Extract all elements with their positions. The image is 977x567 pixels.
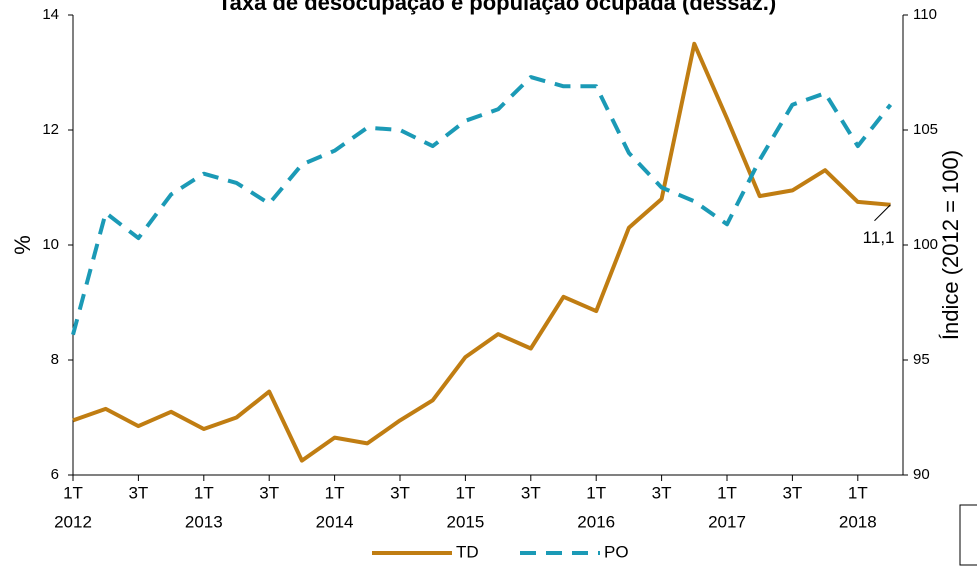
x-tick-label: 1T (717, 483, 737, 502)
annotation-leader (874, 204, 891, 222)
y2-tick-label: 90 (913, 466, 930, 483)
x-year-label: 2014 (316, 512, 354, 531)
frame-edge (959, 504, 977, 566)
x-tick-label: 1T (848, 483, 868, 502)
x-year-label: 2013 (185, 512, 223, 531)
x-tick-label: 1T (325, 483, 345, 502)
x-tick-label: 1T (63, 483, 83, 502)
y-tick-label: 14 (42, 6, 59, 23)
chart-title: Taxa de desocupação e população ocupada … (218, 0, 776, 15)
legend-label: PO (604, 542, 629, 561)
series-line (72, 41, 891, 463)
x-tick-label: 3T (259, 483, 279, 502)
x-tick-label: 3T (390, 483, 410, 502)
y2-axis-label: Índice (2012 = 100) (938, 150, 963, 340)
x-year-label: 2015 (446, 512, 484, 531)
x-tick-label: 3T (128, 483, 148, 502)
y2-tick-label: 110 (913, 6, 937, 23)
y-tick-label: 6 (51, 466, 59, 483)
y-tick-label: 12 (42, 121, 59, 138)
x-tick-label: 3T (782, 483, 802, 502)
x-year-label: 2012 (54, 512, 92, 531)
x-tick-label: 1T (455, 483, 475, 502)
x-year-label: 2017 (708, 512, 746, 531)
x-year-label: 2018 (839, 512, 877, 531)
legend-label: TD (456, 542, 479, 561)
x-tick-label: 3T (521, 483, 541, 502)
x-tick-label: 3T (652, 483, 672, 502)
x-tick-label: 1T (194, 483, 214, 502)
x-tick-label: 1T (586, 483, 606, 502)
y2-tick-label: 105 (913, 121, 938, 138)
annotation: 11,1 (863, 228, 895, 247)
y2-tick-label: 100 (913, 236, 938, 253)
x-year-label: 2016 (577, 512, 615, 531)
series-line (71, 75, 893, 336)
y-axis-label: % (10, 235, 35, 255)
y-tick-label: 10 (42, 236, 59, 253)
y-tick-label: 8 (51, 351, 59, 368)
y2-tick-label: 95 (913, 351, 930, 368)
